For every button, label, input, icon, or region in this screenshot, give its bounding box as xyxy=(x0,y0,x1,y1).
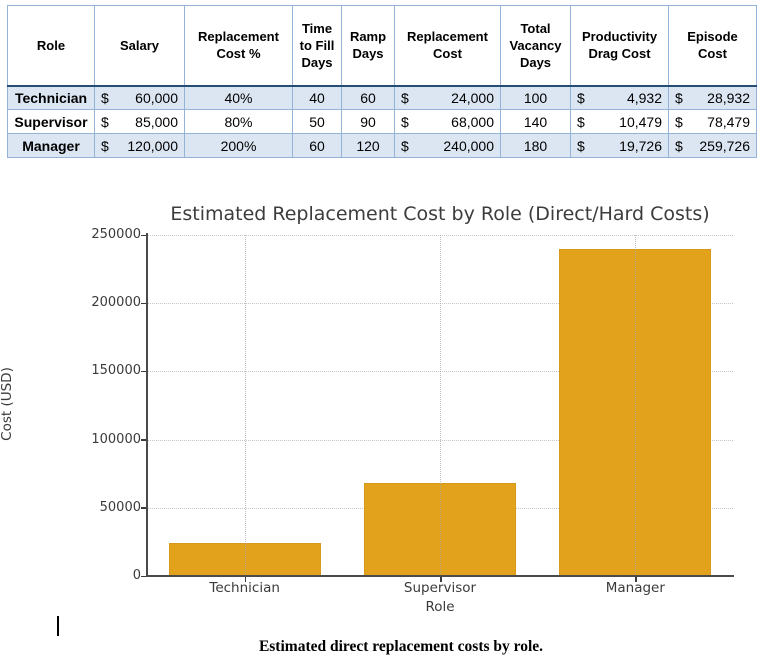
y-tick-label: 150000 xyxy=(91,363,141,379)
y-tick-label: 0 xyxy=(132,568,141,583)
currency-sign: $ xyxy=(401,89,409,106)
x-tick-label: Manager xyxy=(605,580,665,596)
y-tick-label: 200000 xyxy=(91,295,141,311)
currency-sign: $ xyxy=(101,89,109,106)
cell-replacement-cost: $240,000 xyxy=(394,133,501,158)
currency-sign: $ xyxy=(577,113,585,130)
cell-episode-cost: $28,932 xyxy=(668,85,757,110)
y-tick xyxy=(141,234,147,236)
y-tick xyxy=(141,439,147,441)
currency-sign: $ xyxy=(401,113,409,130)
cell-fill-days: 60 xyxy=(292,133,342,158)
y-tick-label: 50000 xyxy=(99,499,141,515)
header-replacement-cost: Replacement Cost xyxy=(394,5,501,87)
cell-role: Supervisor xyxy=(7,109,95,134)
y-axis-spine xyxy=(146,233,148,577)
cell-vacancy-days: 180 xyxy=(500,133,571,158)
chart-title: Estimated Replacement Cost by Role (Dire… xyxy=(170,203,710,225)
currency-sign: $ xyxy=(101,137,109,154)
x-tick xyxy=(244,577,247,582)
header-ramp-days: Ramp Days xyxy=(341,5,395,87)
header-role: Role xyxy=(7,5,95,87)
cell-drag-cost: $19,726 xyxy=(570,133,669,158)
y-tick xyxy=(141,370,147,373)
text-cursor[interactable] xyxy=(57,616,59,636)
x-tick xyxy=(635,577,637,582)
cell-vacancy-days: 140 xyxy=(500,109,571,134)
x-axis-spine xyxy=(146,575,734,577)
header-total-vacancy: Total Vacancy Days xyxy=(500,5,571,87)
cell-replacement-cost: $24,000 xyxy=(394,85,501,110)
currency-sign: $ xyxy=(401,137,409,154)
x-tick-label: Supervisor xyxy=(403,580,477,596)
cell-replacement-pct: 40% xyxy=(184,85,293,110)
table-row-technician: Technician $60,000 40% 40 60 $24,000 100… xyxy=(7,85,757,110)
y-tick-label: 250000 xyxy=(91,227,141,242)
y-axis-label: Cost (USD) xyxy=(0,367,15,441)
replacement-cost-table: Role Salary Replacement Cost % Time to F… xyxy=(7,5,757,158)
currency-sign: $ xyxy=(675,113,683,130)
y-tick xyxy=(141,575,147,577)
y-tick-label: 100000 xyxy=(91,431,141,447)
y-tick xyxy=(141,507,147,509)
currency-sign: $ xyxy=(675,137,683,154)
cell-drag-cost: $4,932 xyxy=(570,85,669,110)
cell-fill-days: 40 xyxy=(292,85,342,110)
figure-caption: Estimated direct replacement costs by ro… xyxy=(258,638,544,655)
cell-role: Manager xyxy=(7,133,95,158)
currency-sign: $ xyxy=(577,137,585,154)
x-tick xyxy=(440,577,442,582)
x-axis-label: Role xyxy=(425,599,455,615)
cell-salary: $85,000 xyxy=(94,109,185,134)
cell-role: Technician xyxy=(7,85,95,110)
x-tick-label: Technician xyxy=(209,580,280,596)
table-header-row: Role Salary Replacement Cost % Time to F… xyxy=(7,5,757,87)
currency-sign: $ xyxy=(101,113,109,130)
header-productivity-drag: Productivity Drag Cost xyxy=(570,5,669,87)
cell-episode-cost: $259,726 xyxy=(668,133,757,158)
table-row-manager: Manager $120,000 200% 60 120 $240,000 18… xyxy=(7,133,757,158)
cell-ramp-days: 90 xyxy=(341,109,395,134)
header-replacement-cost-pct: Replacement Cost % xyxy=(184,5,293,87)
header-episode-cost: Episode Cost xyxy=(668,5,757,87)
gridline-vertical xyxy=(244,235,246,576)
header-time-to-fill: Time to Fill Days xyxy=(292,5,342,87)
gridline-vertical xyxy=(635,235,637,576)
cell-replacement-pct: 200% xyxy=(184,133,293,158)
gridline-vertical xyxy=(440,235,441,576)
cell-ramp-days: 60 xyxy=(341,85,395,110)
cell-replacement-cost: $68,000 xyxy=(394,109,501,134)
cell-salary: $120,000 xyxy=(94,133,185,158)
cell-drag-cost: $10,479 xyxy=(570,109,669,134)
y-tick xyxy=(141,302,147,305)
currency-sign: $ xyxy=(675,89,683,106)
currency-sign: $ xyxy=(577,89,585,106)
